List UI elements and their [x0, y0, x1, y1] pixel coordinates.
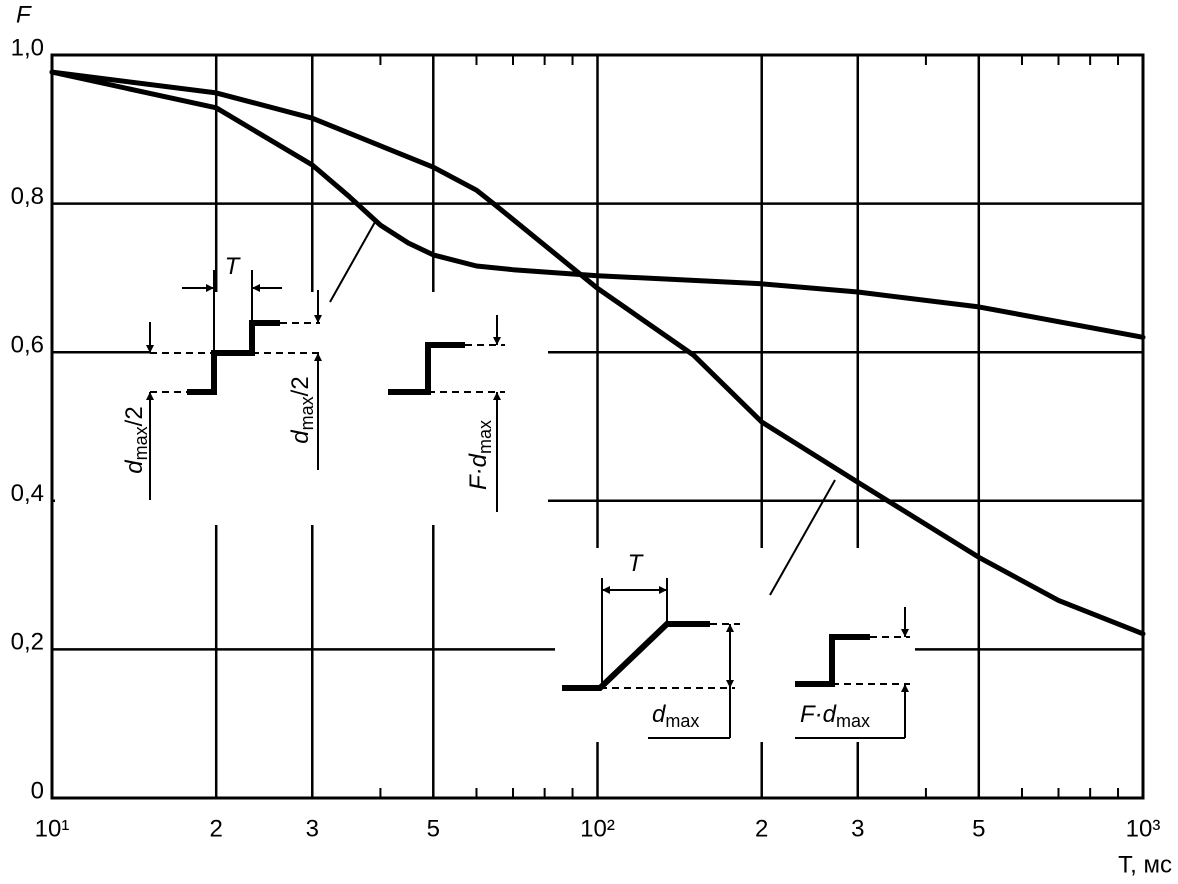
x-tick-label: 5	[972, 815, 985, 842]
curve	[49, 69, 1146, 340]
x-tick-label: 10³	[1126, 815, 1161, 842]
annotation-sub: max	[665, 711, 699, 731]
annotation-text: F·d	[800, 701, 837, 728]
annotation: dmax/2	[121, 406, 150, 473]
y-tick-label: 0	[31, 777, 44, 804]
annotation: T	[225, 253, 242, 280]
y-tick-label: 0,6	[11, 332, 44, 359]
x-tick-label: 10¹	[35, 815, 70, 842]
x-tick-label: 3	[306, 815, 319, 842]
x-tick-label: 10²	[580, 815, 615, 842]
curve	[49, 69, 1146, 637]
annotation-tail: /2	[287, 376, 314, 396]
annotation-sub: max	[297, 396, 317, 430]
annotation: F·dmax	[800, 701, 870, 730]
annotation-text: d	[287, 430, 314, 444]
x-tick-label: 2	[755, 815, 768, 842]
y-tick-label: 0,8	[11, 183, 44, 210]
x-tick-label: 2	[210, 815, 223, 842]
inset-step-f2: F·dmax	[795, 607, 910, 739]
inset-step-f: F·dmax	[388, 315, 505, 512]
y-tick-label: 0,2	[11, 629, 44, 656]
inset-ramp: T dmax	[562, 479, 836, 739]
inset-step-half: T dmax/2 dmax/2	[121, 221, 376, 500]
annotation: dmax	[652, 701, 699, 730]
annotation: F·dmax	[465, 420, 494, 490]
annotation-text: d	[121, 460, 148, 474]
y-axis-label: F	[16, 1, 32, 28]
inset-backgrounds	[55, 292, 915, 742]
annotation: dmax/2	[287, 376, 316, 443]
x-axis-label: T, мс	[1118, 851, 1172, 878]
annotation-tail: /2	[121, 406, 148, 426]
annotation-sub: max	[131, 426, 151, 460]
annotation-text: T	[225, 253, 242, 280]
annotation: T	[628, 550, 645, 577]
x-tick-label: 3	[851, 815, 864, 842]
y-tick-label: 0,4	[11, 480, 44, 507]
annotation-sub: max	[475, 420, 495, 454]
annotation-sub: max	[836, 711, 870, 731]
curves	[49, 69, 1146, 637]
annotation-text: d	[652, 701, 666, 728]
annotation-text: T	[628, 550, 645, 577]
x-tick-label: 5	[427, 815, 440, 842]
plot-frame	[50, 53, 1145, 800]
y-tick-label: 1,0	[11, 34, 44, 61]
annotation-text: F·d	[465, 453, 492, 490]
